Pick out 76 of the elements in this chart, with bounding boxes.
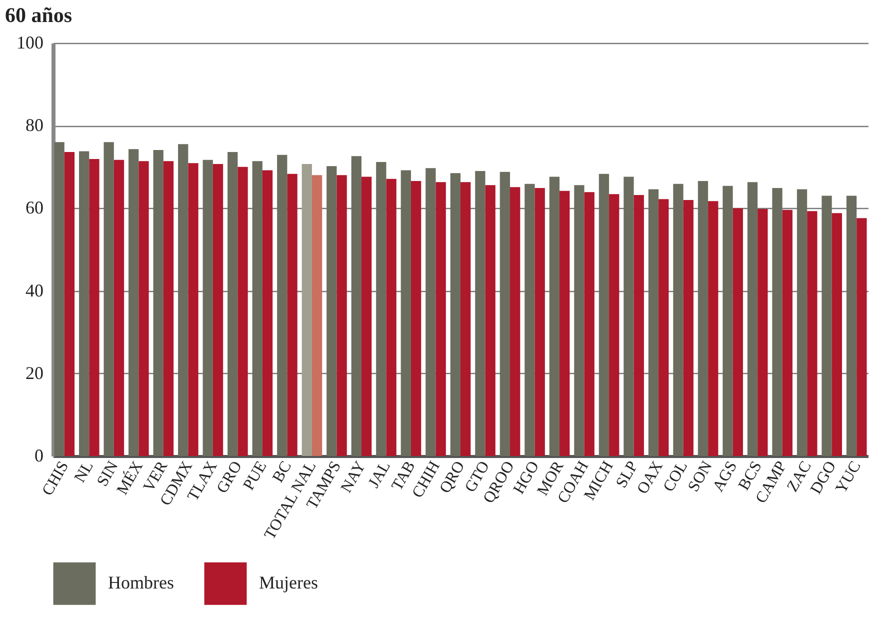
bar — [336, 175, 347, 456]
y-tick-label: 100 — [16, 32, 44, 52]
x-tick-label: NL — [72, 458, 97, 486]
bar — [698, 180, 708, 456]
chart-title: 60 años — [5, 3, 72, 27]
bar — [822, 196, 832, 456]
bar — [634, 194, 644, 456]
bar — [782, 210, 792, 456]
bar — [426, 168, 436, 456]
bar — [856, 218, 867, 456]
bar — [436, 182, 446, 456]
bar — [64, 152, 75, 456]
bar — [598, 174, 610, 456]
bar — [549, 176, 560, 456]
bar — [722, 186, 733, 456]
bar — [410, 180, 422, 456]
bar — [138, 161, 149, 456]
bar — [450, 173, 460, 456]
bar — [262, 170, 273, 456]
bar — [252, 161, 262, 456]
bar — [114, 160, 124, 456]
bar — [846, 196, 857, 456]
bar — [584, 192, 594, 456]
bar — [534, 188, 545, 456]
bar — [807, 211, 818, 456]
legend-label: Mujeres — [259, 572, 318, 593]
bar — [475, 171, 486, 456]
bar — [78, 151, 90, 456]
bar — [683, 200, 694, 456]
x-tick-label: BC — [270, 458, 295, 486]
bar — [351, 156, 362, 456]
bar — [153, 150, 164, 456]
bar — [732, 208, 743, 456]
bar — [361, 176, 372, 456]
bar — [128, 149, 139, 456]
bar — [188, 163, 198, 456]
y-tick-label: 80 — [26, 115, 44, 136]
bar — [796, 189, 808, 456]
bar — [524, 184, 535, 456]
bar — [832, 213, 842, 456]
bar — [400, 170, 411, 456]
bar — [560, 190, 570, 456]
y-tick-label: 60 — [26, 198, 44, 218]
y-tick-label: 20 — [26, 362, 44, 383]
bar — [460, 182, 471, 456]
bar — [287, 174, 298, 456]
bar — [202, 160, 213, 456]
bar — [758, 209, 768, 456]
bar — [178, 144, 188, 456]
bar — [609, 194, 620, 456]
bar — [574, 185, 584, 456]
bar — [302, 164, 312, 456]
bar — [624, 176, 634, 456]
bar — [658, 199, 669, 456]
bar — [277, 154, 288, 456]
bar — [485, 185, 496, 456]
bar — [104, 142, 114, 456]
bar — [510, 187, 520, 456]
bar — [89, 159, 100, 456]
bar — [163, 161, 174, 456]
y-tick-label: 40 — [26, 280, 44, 300]
bar — [386, 178, 396, 456]
bar — [212, 164, 224, 456]
bar — [708, 201, 718, 456]
bar — [326, 166, 337, 456]
bar — [238, 166, 248, 456]
bar — [376, 162, 386, 456]
bar — [772, 188, 782, 456]
bar — [312, 175, 322, 456]
bar — [228, 152, 238, 456]
bar — [648, 189, 659, 456]
y-tick-label: 0 — [34, 446, 44, 466]
bar — [673, 184, 684, 456]
bar — [747, 182, 758, 456]
legend-label: Hombres — [108, 572, 174, 593]
bar — [500, 172, 510, 456]
